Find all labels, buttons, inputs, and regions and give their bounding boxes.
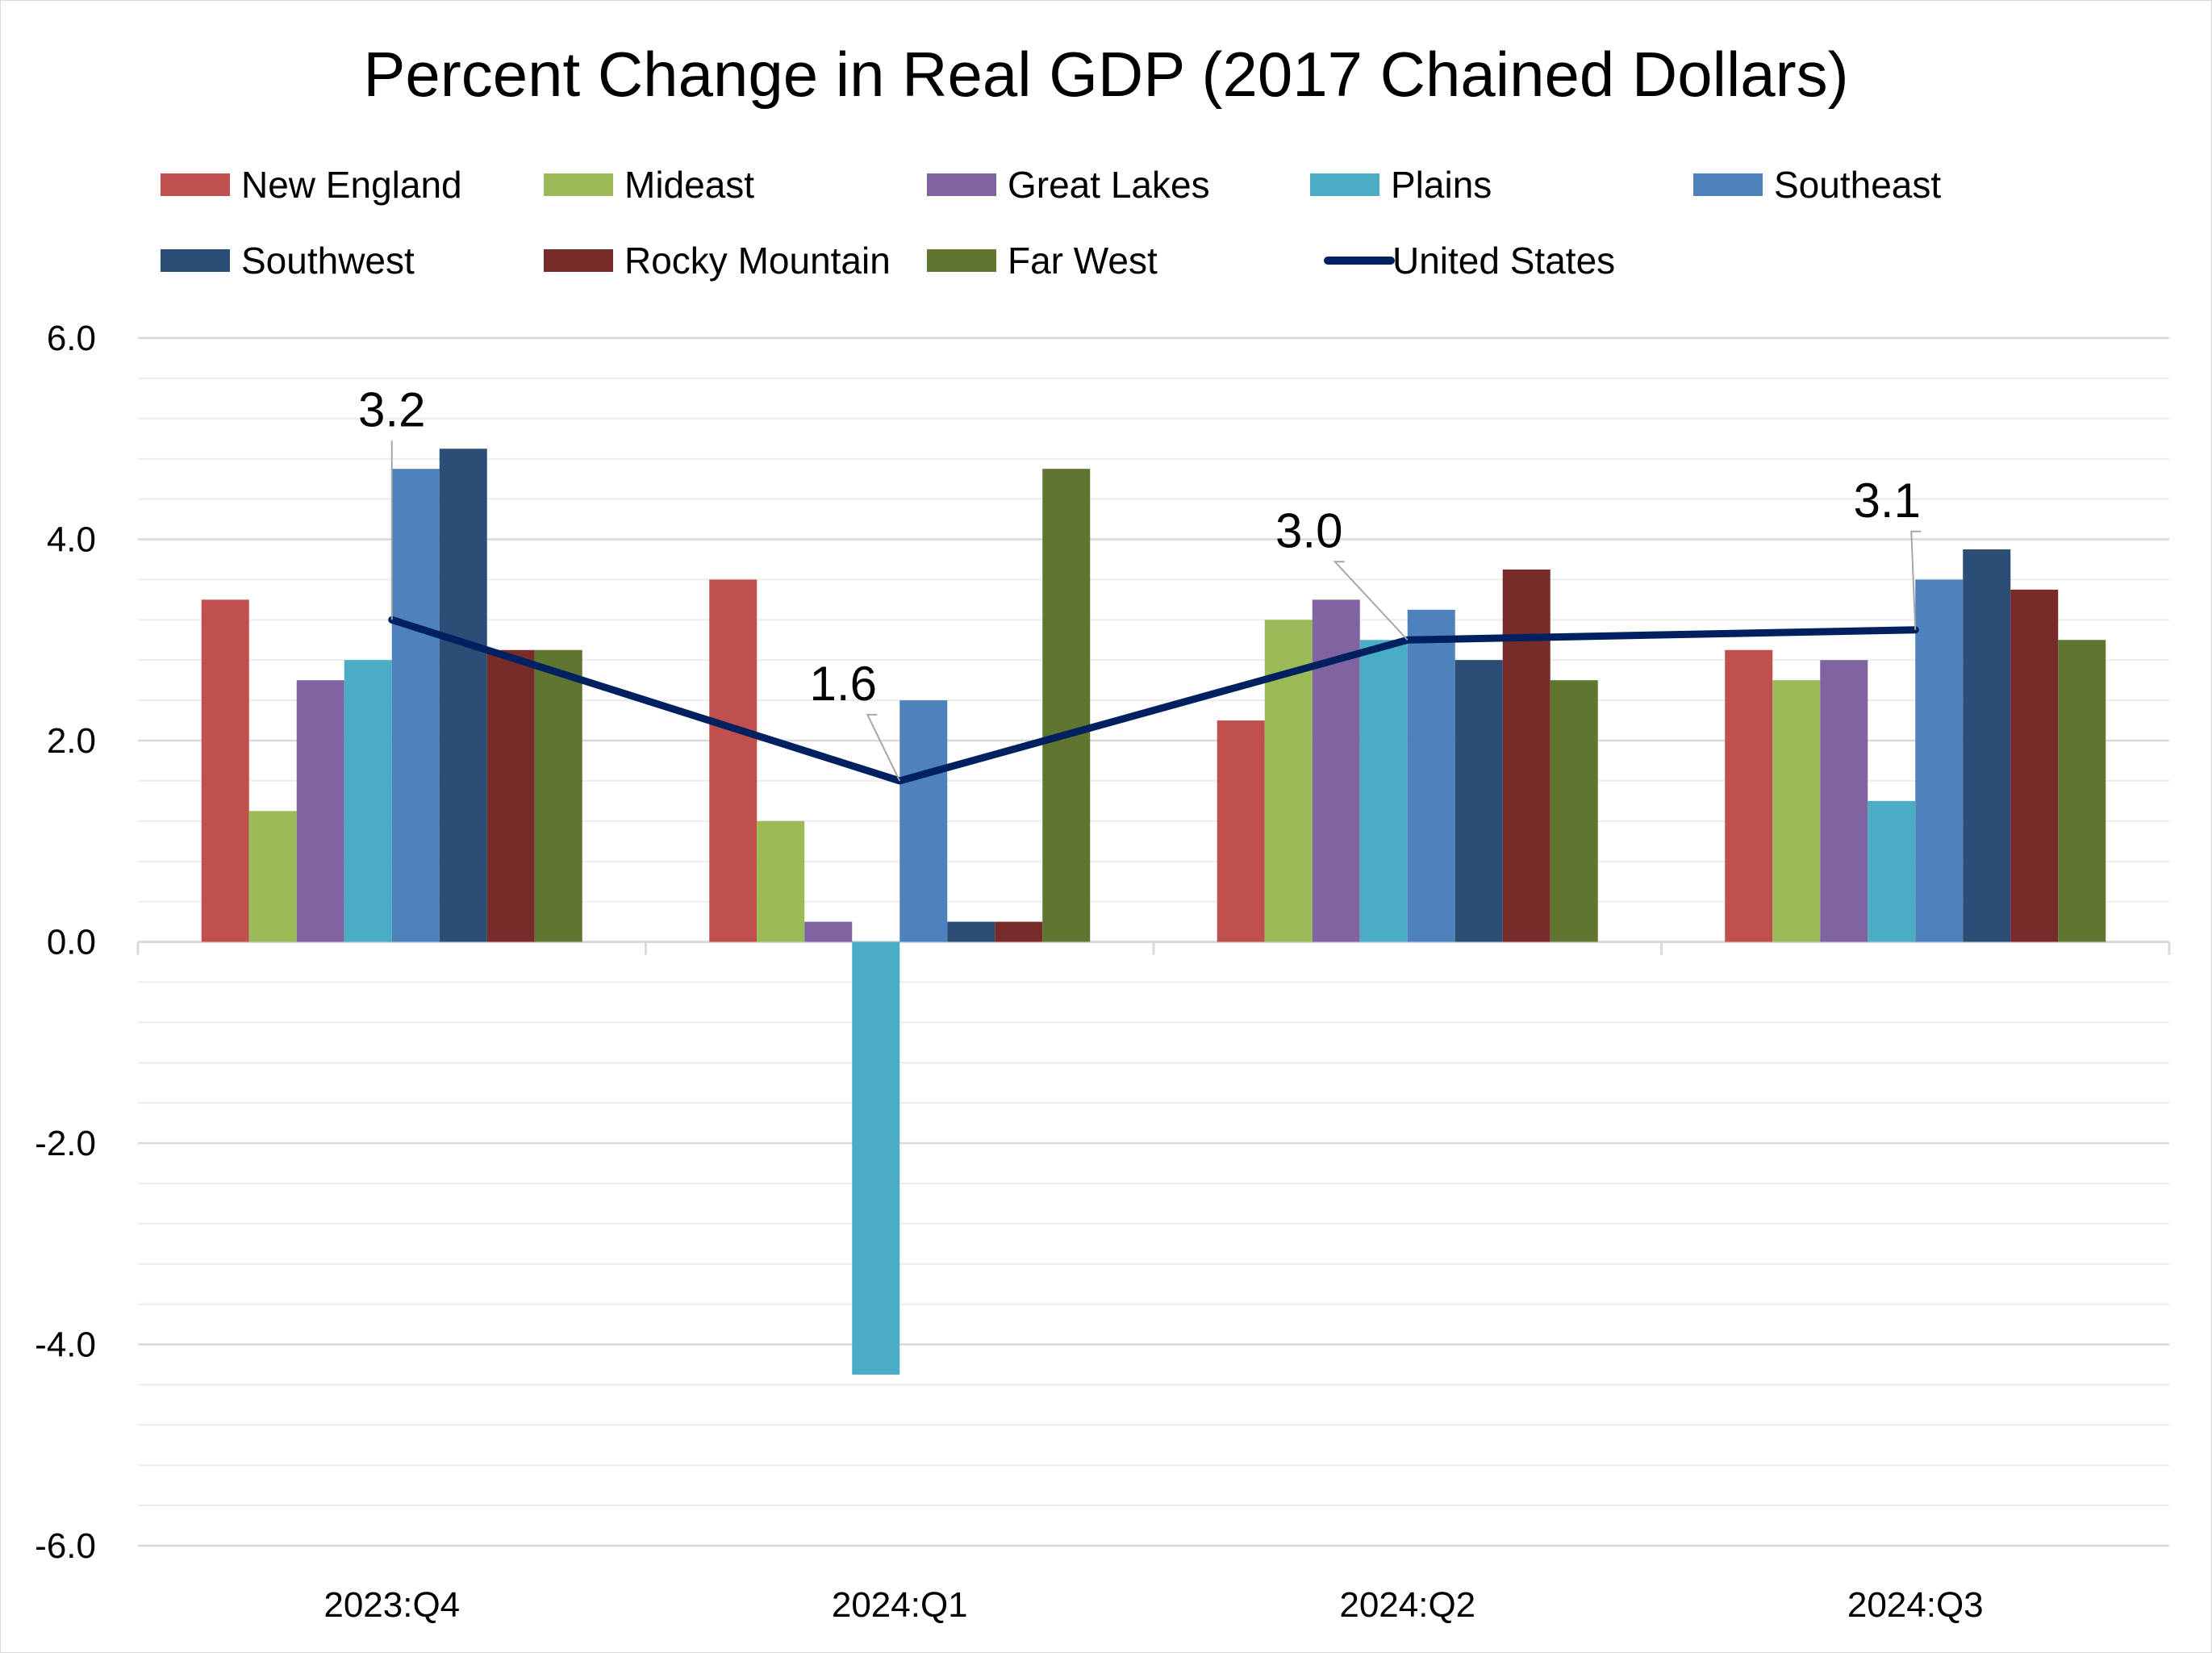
bar [995,921,1043,942]
x-tick-label: 2024:Q1 [832,1585,968,1625]
legend-label: Great Lakes [1008,164,1210,206]
legend-label: United States [1392,240,1615,282]
legend: New England Mideast Great Lakes Plains South… [161,164,1941,282]
x-tick-label: 2024:Q3 [1847,1585,1984,1625]
bar [1359,640,1408,942]
y-tick-label: -2.0 [35,1124,96,1163]
legend-label: Far West [1008,240,1158,282]
data-label: 3.2 [358,382,425,436]
bar [391,469,440,942]
bar [1963,549,2011,942]
x-tick-label: 2024:Q2 [1339,1585,1475,1625]
y-tick-label: 0.0 [47,923,96,962]
bar [248,811,297,942]
legend-swatch [161,249,230,272]
legend-label: New England [241,164,462,206]
y-tick-label: 2.0 [47,721,96,761]
bar [201,599,249,942]
us-line-path [388,616,1919,785]
bar [757,820,805,942]
legend-label: Southeast [1774,164,1941,206]
bar [1725,649,1773,942]
bar [1454,660,1503,942]
legend-swatch [161,173,230,196]
y-tick-label: 4.0 [47,520,96,560]
bar [1217,720,1265,942]
data-label: 1.6 [810,657,877,711]
legend-label: Mideast [624,164,754,206]
legend-swatch [1310,173,1379,196]
y-tick-label: 6.0 [47,319,96,358]
bar [804,921,853,942]
us-line [388,616,1919,785]
bar [486,649,535,942]
bar [852,941,900,1375]
bar [1407,609,1455,942]
chart-title: Percent Change in Real GDP (2017 Chained… [363,39,1848,110]
data-label-leader [1910,530,1922,630]
bar [534,649,582,942]
bar [1042,469,1091,942]
bar [1772,680,1821,942]
bar [2058,640,2106,942]
bar [439,449,487,942]
bar [947,921,995,942]
bar [709,579,758,942]
x-tick-label: 2023:Q4 [323,1585,460,1625]
data-label: 3.1 [1854,474,1921,528]
legend-label: Rocky Mountain [624,240,891,282]
bar [1312,599,1360,942]
legend-swatch [1693,173,1763,196]
bar [344,660,392,942]
legend-swatch [544,173,613,196]
legend-swatch [927,249,996,272]
data-label: 3.0 [1275,503,1342,557]
bar [1820,660,1868,942]
legend-label: Plains [1391,164,1492,206]
bar [2010,589,2059,942]
axes: 6.0 4.0 2.0 0.0 -2.0 -4.0 -6.0 2023:Q4 2024:Q1 20… [35,319,2171,1625]
bar [1868,800,1916,942]
y-tick-label: -6.0 [35,1526,96,1566]
bars [201,449,2106,1375]
bar [1915,579,1964,942]
y-tick-label: -4.0 [35,1325,96,1365]
bar [1502,569,1550,942]
bar [296,680,344,942]
legend-swatch [544,249,613,272]
bar [899,700,948,942]
bar [1550,680,1598,942]
data-labels: 3.2 1.6 3.0 3.1 [358,382,1922,782]
data-label-leader [1333,561,1409,641]
data-label-leader [866,713,901,782]
legend-swatch [927,173,996,196]
legend-label: Southwest [241,240,415,282]
